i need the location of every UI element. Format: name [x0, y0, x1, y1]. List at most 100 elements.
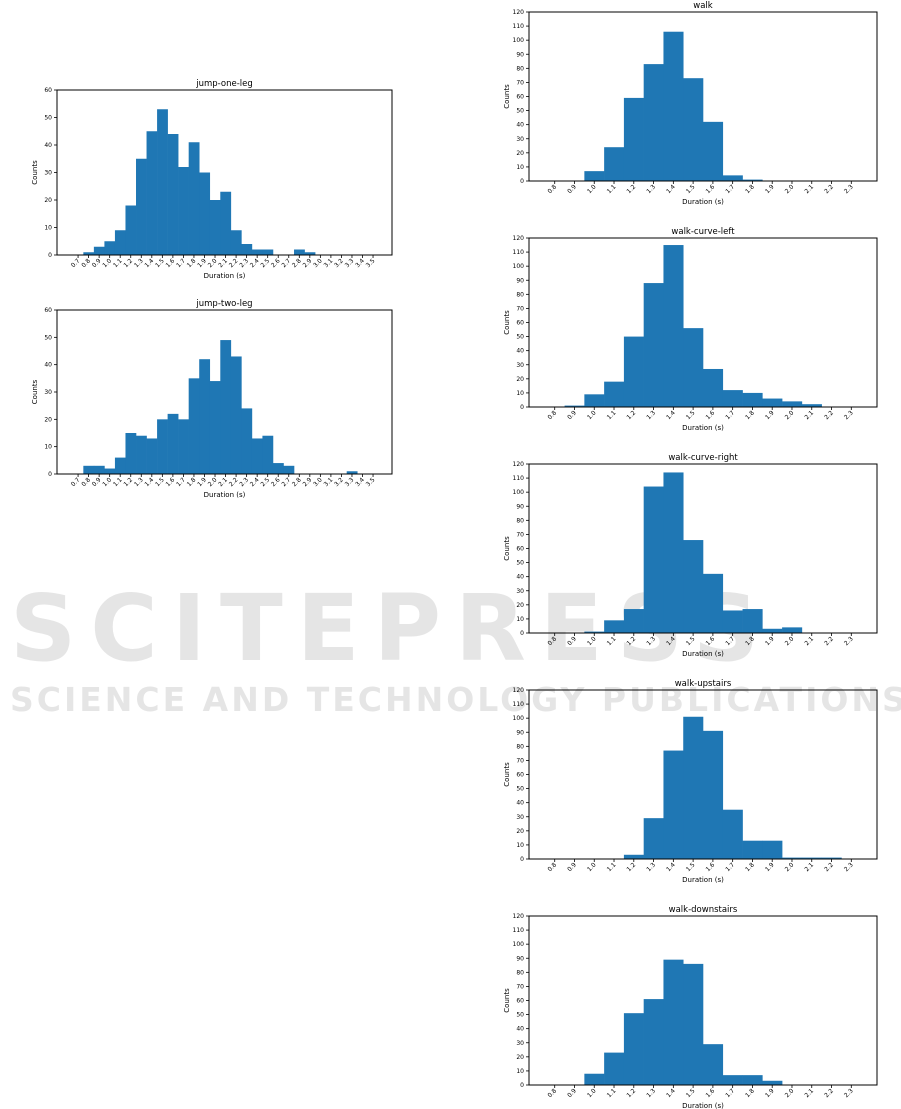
histogram-bar: [188, 142, 200, 255]
x-tick-label: 1.8: [186, 257, 198, 269]
histogram-bar: [220, 340, 232, 474]
histogram-bar: [146, 438, 158, 474]
y-tick-label: 110: [513, 701, 525, 708]
histogram-bar: [220, 191, 232, 255]
histogram-bar: [623, 97, 644, 181]
histogram-bar: [762, 1080, 783, 1085]
y-tick-label: 60: [516, 546, 524, 553]
x-tick-label: 2.1: [217, 257, 229, 269]
x-tick-label: 2.1: [217, 476, 229, 488]
histogram-bar: [683, 963, 704, 1085]
y-tick-label: 20: [516, 602, 524, 609]
x-tick-label: 2.5: [259, 257, 271, 269]
y-tick-label: 40: [44, 142, 52, 149]
x-tick-label: 2.0: [207, 257, 219, 269]
x-tick-label: 0.9: [566, 635, 578, 647]
x-tick-label: 2.0: [784, 183, 796, 195]
x-tick-label: 1.0: [586, 409, 598, 421]
y-tick-label: 110: [513, 927, 525, 934]
x-tick-label: 3.3: [344, 257, 356, 269]
x-tick-label: 1.4: [665, 1087, 677, 1099]
chart-walk-curve-left: 0 10 20 30 40 50 60 70 80 90 100 110 120 0.8 0.9 1.0 1.1…: [503, 227, 878, 432]
histogram-bar: [199, 359, 211, 474]
histogram-bar: [683, 328, 704, 407]
x-tick-label: 1.6: [705, 861, 717, 873]
x-tick-label: 2.2: [823, 1087, 835, 1099]
x-tick-label: 0.8: [546, 635, 558, 647]
histogram-bar: [241, 244, 253, 255]
chart-title: walk: [693, 1, 713, 11]
histogram-bar: [722, 610, 743, 633]
y-tick-label: 40: [516, 800, 524, 807]
histogram-bar: [663, 472, 684, 633]
y-tick-label: 70: [516, 79, 524, 86]
y-tick-label: 110: [513, 475, 525, 482]
histogram-bar: [742, 179, 763, 181]
x-tick-label: 1.9: [764, 183, 776, 195]
x-tick-label: 0.8: [80, 257, 92, 269]
x-tick-label: 3.5: [365, 257, 377, 269]
x-tick-label: 1.5: [685, 1087, 697, 1099]
histogram-bar: [125, 205, 137, 255]
x-tick-label: 2.1: [803, 409, 815, 421]
x-tick-label: 2.1: [803, 861, 815, 873]
x-tick-label: 1.7: [175, 476, 187, 488]
x-tick-label: 1.2: [626, 183, 638, 195]
histogram-bar: [104, 241, 116, 255]
histogram-bar: [604, 620, 625, 633]
x-axis-label: Duration (s): [204, 272, 246, 280]
y-tick-label: 0: [520, 856, 524, 863]
chart-title: walk-upstairs: [675, 679, 732, 689]
y-tick-label: 90: [516, 503, 524, 510]
histogram-bar: [230, 230, 242, 255]
histogram-bar: [346, 471, 358, 474]
x-axis-label: Duration (s): [682, 1102, 724, 1109]
histogram-bar: [663, 959, 684, 1085]
x-tick-label: 3.4: [354, 257, 366, 269]
y-tick-label: 80: [516, 65, 524, 72]
x-tick-label: 1.9: [196, 257, 208, 269]
x-tick-label: 0.8: [546, 1087, 558, 1099]
histogram-bar: [643, 486, 664, 633]
histogram-bar: [93, 465, 105, 474]
x-tick-label: 2.2: [228, 476, 240, 488]
x-tick-label: 1.6: [705, 409, 717, 421]
x-tick-label: 1.4: [665, 183, 677, 195]
y-axis-label: Counts: [503, 84, 511, 109]
histogram-bar: [722, 1075, 743, 1085]
x-tick-label: 2.6: [270, 257, 282, 269]
y-tick-label: 50: [516, 786, 524, 793]
x-tick-label: 1.7: [724, 183, 736, 195]
histogram-bar: [623, 1013, 644, 1085]
chart-walk-upstairs: 0 10 20 30 40 50 60 70 80 90 100 110 120 0.8 0.9 1.0 1.1…: [503, 679, 878, 884]
x-tick-label: 1.2: [122, 476, 134, 488]
x-tick-label: 2.7: [280, 476, 292, 488]
y-tick-label: 0: [520, 1082, 524, 1089]
y-axis-label: Counts: [503, 536, 511, 561]
y-tick-label: 60: [516, 772, 524, 779]
x-tick-label: 2.3: [843, 183, 855, 195]
x-tick-label: 0.9: [566, 1087, 578, 1099]
x-tick-label: 1.5: [154, 257, 166, 269]
histogram-bar: [304, 252, 316, 255]
y-tick-label: 120: [513, 9, 525, 16]
x-tick-label: 2.2: [823, 409, 835, 421]
x-tick-label: 2.2: [823, 635, 835, 647]
x-tick-label: 1.7: [724, 409, 736, 421]
x-tick-label: 2.6: [270, 476, 282, 488]
histogram-bar: [703, 368, 724, 407]
histogram-bar: [821, 857, 842, 859]
chart-walk-curve-right: 0 10 20 30 40 50 60 70 80 90 100 110 120 0.8 0.9 1.0 1.1…: [503, 453, 878, 658]
histogram-bar: [623, 854, 644, 859]
x-tick-label: 1.7: [175, 257, 187, 269]
x-tick-label: 1.7: [724, 1087, 736, 1099]
histogram-bar: [722, 175, 743, 181]
histogram-bar: [584, 394, 605, 407]
x-tick-label: 1.4: [144, 476, 156, 488]
x-tick-label: 2.2: [823, 861, 835, 873]
chart-jump-two-leg: 0 10 20 30 40 50 60 0.70.80.91.01.11.21.31.41.5…: [31, 299, 393, 499]
x-tick-label: 1.2: [626, 861, 638, 873]
histogram-bar: [93, 246, 105, 255]
x-tick-label: 0.8: [80, 476, 92, 488]
x-tick-label: 1.6: [705, 1087, 717, 1099]
